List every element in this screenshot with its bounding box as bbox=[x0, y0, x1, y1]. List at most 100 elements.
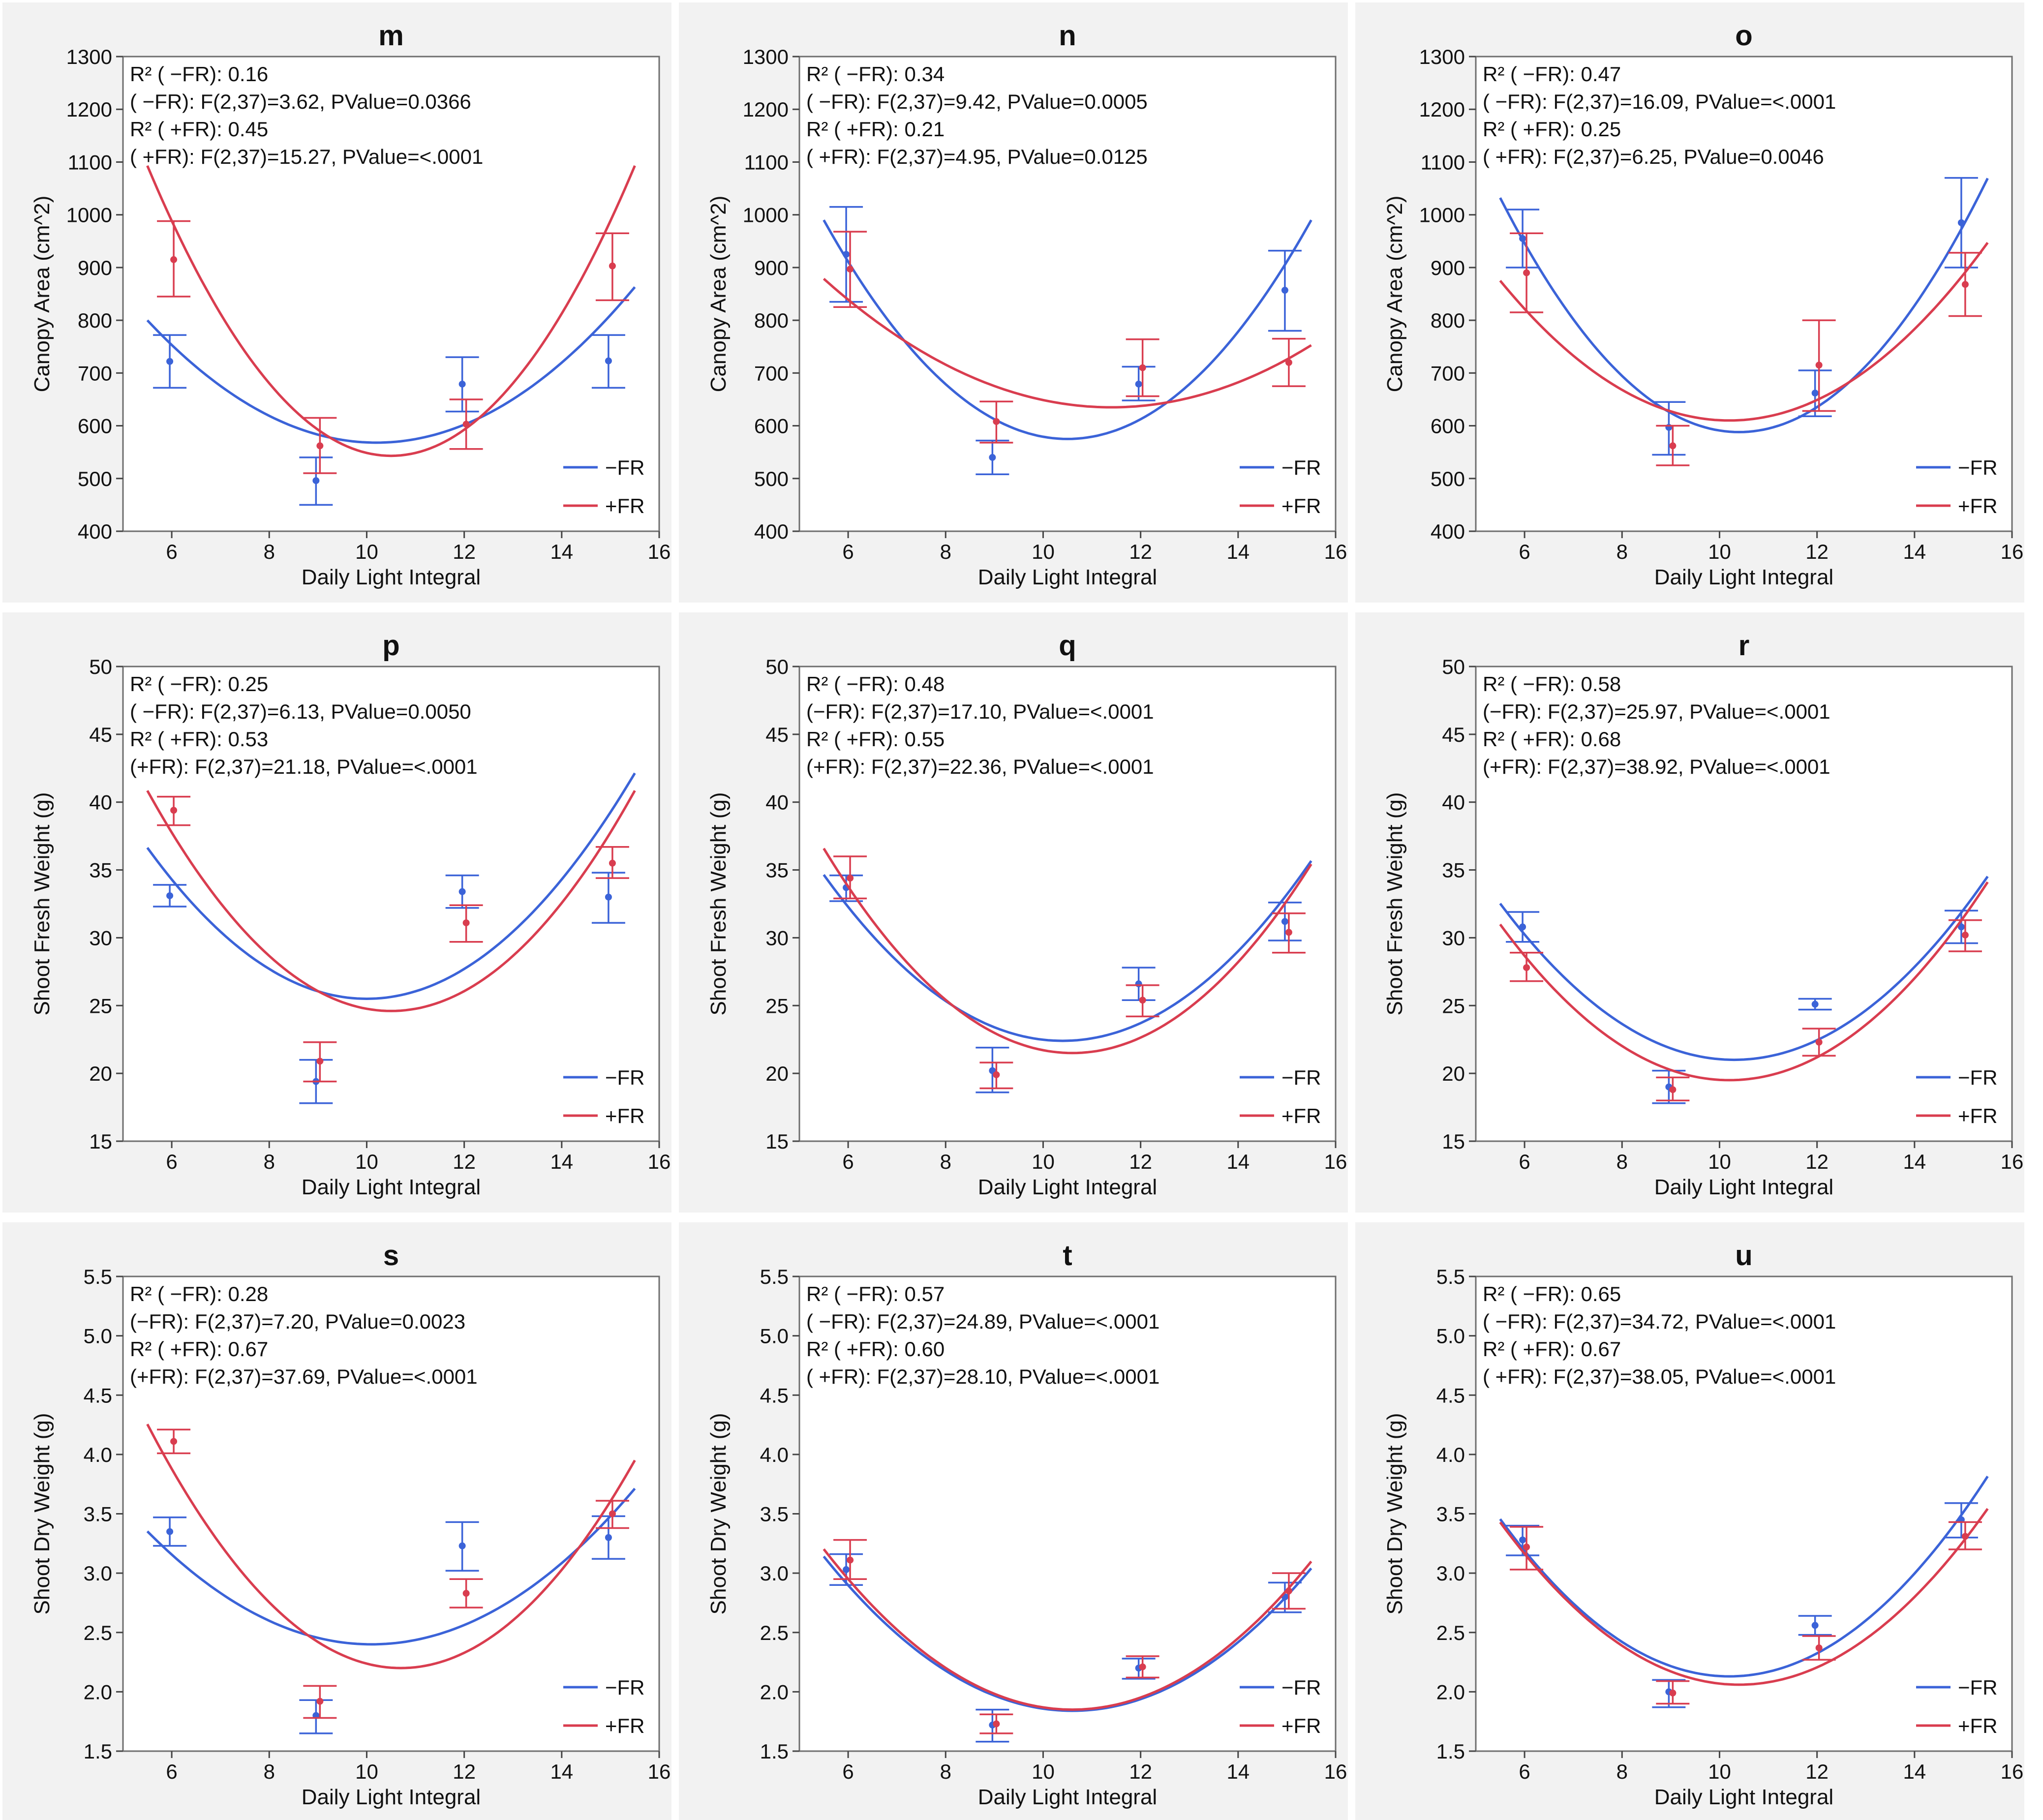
y-tick-label: 2.5 bbox=[84, 1621, 112, 1644]
data-point bbox=[1957, 219, 1965, 226]
y-tick-label: 1200 bbox=[743, 98, 789, 121]
stat-line: R² ( −FR): 0.16 bbox=[130, 62, 268, 86]
fit-curve-minus-fr bbox=[1499, 1476, 1989, 1678]
x-tick-label: 16 bbox=[648, 1760, 671, 1783]
x-tick-label: 8 bbox=[940, 1150, 951, 1173]
x-tick-label: 8 bbox=[1616, 540, 1628, 563]
stat-line: R² ( +FR): 0.55 bbox=[806, 728, 945, 751]
fit-curve-plus-fr bbox=[146, 165, 636, 457]
data-point bbox=[1811, 1622, 1819, 1629]
legend-label: −FR bbox=[1958, 1676, 1998, 1699]
data-point bbox=[462, 421, 470, 428]
y-tick-label: 1300 bbox=[66, 45, 112, 68]
data-point bbox=[1669, 1689, 1677, 1697]
y-tick-label: 800 bbox=[1431, 309, 1465, 332]
fit-curve-plus-fr bbox=[1499, 242, 1989, 422]
legend-label: +FR bbox=[1958, 1104, 1998, 1127]
y-tick-label: 2.5 bbox=[760, 1621, 789, 1644]
data-point bbox=[605, 893, 612, 901]
data-point bbox=[1139, 997, 1146, 1004]
panel-title-r: r bbox=[1738, 630, 1750, 662]
data-point bbox=[1523, 1544, 1530, 1551]
stat-line: R² ( +FR): 0.53 bbox=[130, 728, 268, 751]
y-tick-label: 600 bbox=[754, 415, 789, 438]
data-point bbox=[462, 919, 470, 927]
x-tick-label: 12 bbox=[1129, 1150, 1152, 1173]
legend-label: +FR bbox=[1281, 494, 1321, 517]
y-tick-label: 900 bbox=[754, 256, 789, 279]
data-point bbox=[316, 442, 324, 450]
chart-panel-s: s 1.5 2.0 2.5 3.0 3.5 4.0 4.5 5.0 5.5 6 8 10 12 14 16 Da… bbox=[2, 1222, 671, 1820]
y-tick-label: 1.5 bbox=[84, 1740, 112, 1763]
x-tick-label: 6 bbox=[842, 540, 854, 563]
fit-curve-minus-fr bbox=[146, 286, 636, 444]
y-tick-label: 30 bbox=[1442, 926, 1465, 949]
y-tick-label: 40 bbox=[89, 791, 112, 814]
y-tick-label: 35 bbox=[89, 859, 112, 882]
x-axis-label: Daily Light Integral bbox=[1654, 1785, 1833, 1809]
legend-label: +FR bbox=[605, 1104, 645, 1127]
x-axis-label: Daily Light Integral bbox=[302, 1175, 481, 1199]
y-tick-label: 4.0 bbox=[1436, 1443, 1465, 1466]
y-tick-label: 1100 bbox=[1421, 151, 1465, 174]
x-tick-label: 14 bbox=[1903, 1760, 1926, 1783]
y-tick-label: 20 bbox=[765, 1062, 789, 1085]
panel-title-u: u bbox=[1735, 1240, 1752, 1272]
legend-label: +FR bbox=[1958, 1714, 1998, 1737]
data-point bbox=[847, 875, 854, 882]
x-axis-label: Daily Light Integral bbox=[978, 1175, 1157, 1199]
y-axis-label: Canopy Area (cm^2) bbox=[30, 196, 54, 393]
fit-curve-plus-fr bbox=[1499, 1508, 1989, 1686]
x-tick-label: 10 bbox=[355, 540, 378, 563]
y-tick-label: 600 bbox=[1431, 415, 1465, 438]
x-tick-label: 6 bbox=[1519, 540, 1530, 563]
data-point bbox=[1815, 1038, 1823, 1046]
x-tick-label: 6 bbox=[842, 1760, 854, 1783]
y-tick-label: 1.5 bbox=[760, 1740, 789, 1763]
stat-line: (+FR): F(2,37)=22.36, PValue=<.0001 bbox=[806, 755, 1154, 778]
x-tick-label: 12 bbox=[1129, 540, 1152, 563]
y-tick-label: 50 bbox=[1442, 655, 1465, 678]
y-tick-label: 1000 bbox=[743, 204, 789, 227]
stat-line: ( −FR): F(2,37)=24.89, PValue=<.0001 bbox=[806, 1310, 1159, 1333]
y-tick-label: 15 bbox=[1442, 1130, 1465, 1153]
x-tick-label: 8 bbox=[264, 1150, 275, 1173]
data-point bbox=[1285, 359, 1292, 366]
x-tick-label: 16 bbox=[2001, 1760, 2024, 1783]
chart-panel-n: n 400 500 600 700 800 900 1000 1100 1200 1300 6 8 10 1… bbox=[679, 2, 1348, 603]
y-tick-label: 45 bbox=[1442, 723, 1465, 746]
fit-curve-minus-fr bbox=[146, 1487, 636, 1646]
fit-curve-minus-fr bbox=[1499, 178, 1989, 433]
chart-panel-t: t 1.5 2.0 2.5 3.0 3.5 4.0 4.5 5.0 5.5 6 8 10 12 14 16 Da… bbox=[679, 1222, 1348, 1820]
y-tick-label: 35 bbox=[1442, 859, 1465, 882]
plot-frame bbox=[122, 56, 660, 532]
x-tick-label: 14 bbox=[1903, 540, 1926, 563]
x-tick-label: 12 bbox=[453, 1150, 476, 1173]
stat-line: ( −FR): F(2,37)=9.42, PValue=0.0005 bbox=[806, 90, 1148, 113]
y-tick-label: 5.0 bbox=[1436, 1325, 1465, 1348]
data-point bbox=[1519, 235, 1526, 242]
stat-line: R² ( −FR): 0.58 bbox=[1483, 672, 1621, 696]
data-point bbox=[1135, 980, 1142, 988]
y-tick-label: 40 bbox=[765, 791, 789, 814]
x-tick-label: 8 bbox=[264, 540, 275, 563]
y-axis-label: Canopy Area (cm^2) bbox=[706, 196, 731, 393]
data-point bbox=[1811, 1001, 1819, 1008]
data-point bbox=[166, 892, 174, 899]
x-axis-label: Daily Light Integral bbox=[302, 565, 481, 589]
data-point bbox=[993, 1071, 1000, 1078]
y-axis-label: Canopy Area (cm^2) bbox=[1383, 196, 1407, 393]
chart-panel-r: r 15 20 25 30 35 40 45 50 6 8 10 12 14 16 Daily Light I… bbox=[1355, 612, 2024, 1213]
legend-label: +FR bbox=[1958, 494, 1998, 517]
y-tick-label: 4.0 bbox=[760, 1443, 789, 1466]
legend-label: −FR bbox=[1281, 1676, 1321, 1699]
y-tick-label: 1200 bbox=[1419, 98, 1465, 121]
data-point bbox=[458, 380, 466, 388]
x-tick-label: 16 bbox=[1324, 1150, 1347, 1173]
data-point bbox=[1281, 918, 1288, 925]
chart-panel-p: p 15 20 25 30 35 40 45 50 6 8 10 12 14 16 Daily Light I… bbox=[2, 612, 671, 1213]
legend-label: −FR bbox=[1281, 1066, 1321, 1089]
y-tick-label: 2.0 bbox=[1436, 1680, 1465, 1703]
fit-curve-minus-fr bbox=[823, 860, 1312, 1042]
stat-line: R² ( −FR): 0.34 bbox=[806, 62, 945, 86]
